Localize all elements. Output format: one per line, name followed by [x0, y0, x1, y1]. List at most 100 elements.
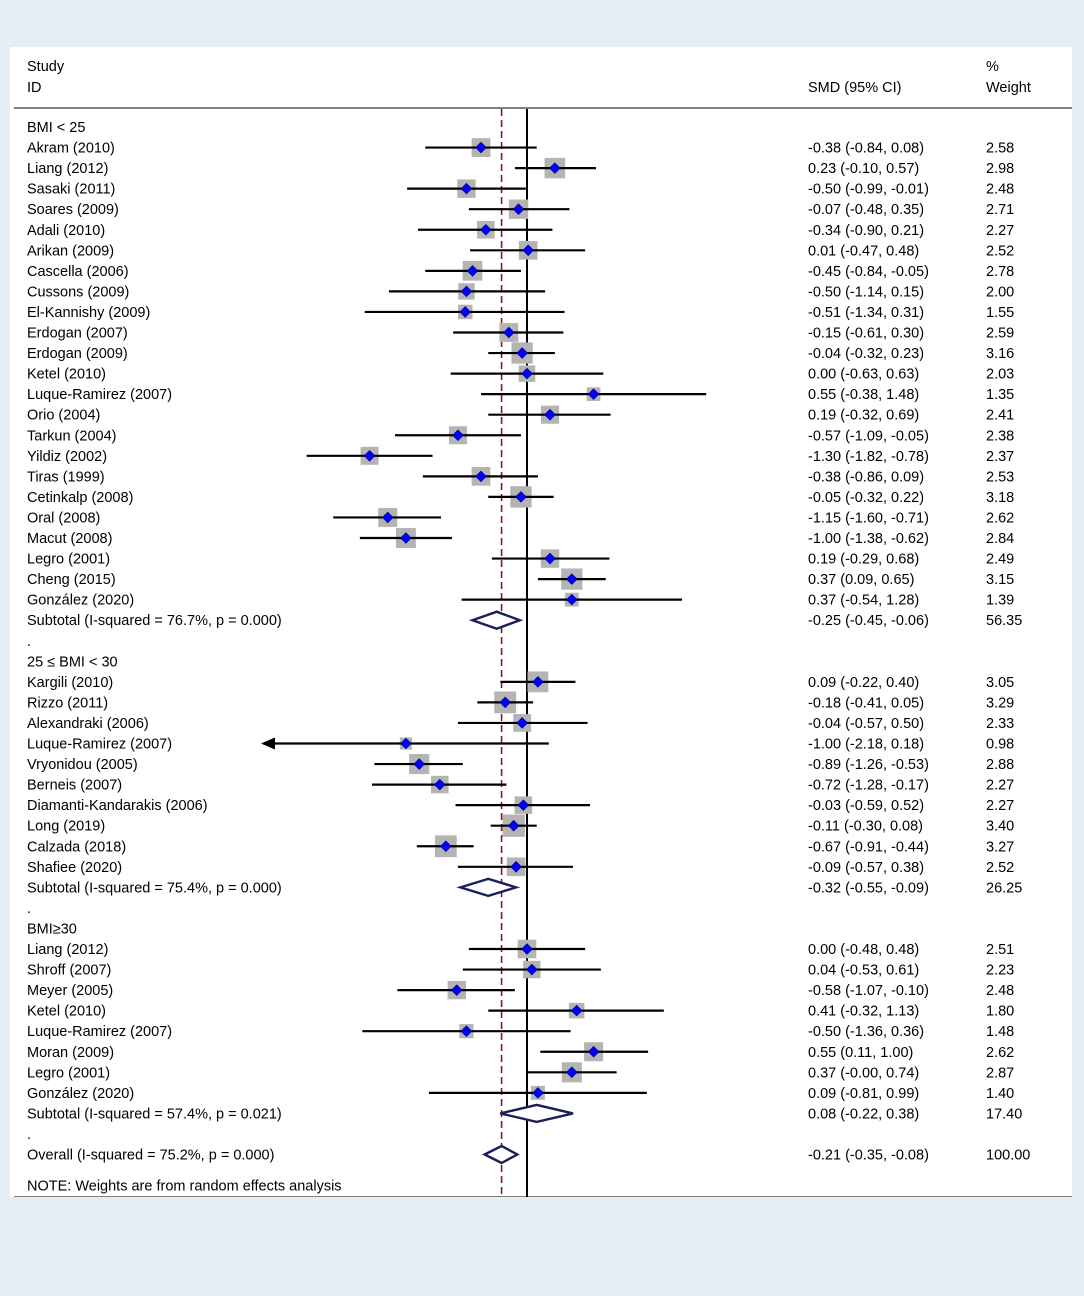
forest-row-study: Cheng (2015) 0.37 (0.09, 0.65) 3.15 [27, 568, 1014, 590]
ci-text: -1.00 (-2.18, 0.18) [808, 737, 924, 753]
ci-text: -0.57 (-1.09, -0.05) [808, 428, 929, 444]
subtotal-diamond [456, 877, 521, 898]
point-estimate [522, 244, 534, 257]
row-label: Tiras (1999) [27, 469, 105, 485]
weight-value: 2.52 [986, 860, 1014, 876]
forest-row-study: Cetinkalp (2008) -0.05 (-0.32, 0.22) 3.18 [27, 486, 1014, 508]
row-label: Cussons (2009) [27, 284, 129, 300]
weight-value: 2.33 [986, 716, 1014, 732]
weight-value: 2.78 [986, 264, 1014, 280]
forest-row-group: BMI≥30 [27, 921, 77, 937]
ci-text: 0.00 (-0.48, 0.48) [808, 942, 919, 958]
point-estimate [475, 141, 487, 154]
forest-row-study: Akram (2010) -0.38 (-0.84, 0.08) 2.58 [27, 138, 1014, 157]
weight-value: 2.03 [986, 367, 1014, 383]
ci-text: -0.09 (-0.57, 0.38) [808, 860, 924, 876]
row-label: 25 ≤ BMI < 30 [27, 654, 118, 670]
weight-value: 2.49 [986, 552, 1014, 568]
forest-row-study: Legro (2001) 0.19 (-0.29, 0.68) 2.49 [27, 549, 1014, 568]
weight-value: 2.53 [986, 469, 1014, 485]
forest-row-study: Sasaki (2011) -0.50 (-0.99, -0.01) 2.48 [27, 179, 1014, 198]
row-label: Shroff (2007) [27, 963, 111, 979]
forest-row-study: Arikan (2009) 0.01 (-0.47, 0.48) 2.52 [27, 241, 1014, 260]
ci-text: -1.00 (-1.38, -0.62) [808, 531, 929, 547]
weight-value: 2.87 [986, 1065, 1014, 1081]
row-label: Long (2019) [27, 819, 105, 835]
ci-text: -0.07 (-0.48, 0.35) [808, 202, 924, 218]
weight-value: 26.25 [986, 880, 1022, 896]
row-label: Orio (2004) [27, 408, 100, 424]
weight-value: 2.38 [986, 428, 1014, 444]
overall-diamond [481, 1144, 520, 1165]
forest-row-study: Liang (2012) 0.00 (-0.48, 0.48) 2.51 [27, 939, 1014, 959]
ci-text: 0.08 (-0.22, 0.38) [808, 1106, 919, 1122]
forest-row-study: Legro (2001) 0.37 (-0.00, 0.74) 2.87 [27, 1062, 1014, 1083]
forest-row-study: Luque-Ramirez (2007) -1.00 (-2.18, 0.18) 0… [27, 737, 1014, 753]
row-label: Alexandraki (2006) [27, 716, 149, 732]
forest-row-subtotal: Subtotal (I-squared = 57.4%, p = 0.021) 0… [27, 1103, 1022, 1124]
forest-row-study: Yildiz (2002) -1.30 (-1.82, -0.78) 2.37 [27, 446, 1014, 465]
weight-value: 2.48 [986, 983, 1014, 999]
ci-text: -0.38 (-0.84, 0.08) [808, 141, 924, 157]
row-label: Tarkun (2004) [27, 428, 116, 444]
point-estimate [516, 717, 528, 729]
ci-text: -0.89 (-1.26, -0.53) [808, 757, 929, 773]
forest-row-study: Vryonidou (2005) -0.89 (-1.26, -0.53) 2.88 [27, 754, 1014, 775]
ci-text: -1.30 (-1.82, -0.78) [808, 449, 929, 465]
ci-text: -1.15 (-1.60, -0.71) [808, 510, 929, 526]
row-label: Luque-Ramirez (2007) [27, 387, 172, 403]
ci-text: 0.23 (-0.10, 0.57) [808, 161, 919, 177]
forest-row-study: Shafiee (2020) -0.09 (-0.57, 0.38) 2.52 [27, 857, 1014, 877]
row-label: Luque-Ramirez (2007) [27, 1024, 172, 1040]
ci-text: -0.50 (-1.36, 0.36) [808, 1024, 924, 1040]
row-label: Adali (2010) [27, 223, 105, 239]
point-estimate [521, 943, 533, 955]
point-estimate [507, 819, 520, 832]
forest-row-study: Luque-Ramirez (2007) 0.55 (-0.38, 1.48) 1.… [27, 387, 1014, 403]
weight-value: 3.40 [986, 819, 1014, 835]
rows-layer: BMI < 25 Akram (2010) -0.38 (-0.84, 0.08) 2… [27, 109, 1030, 1197]
point-estimate [503, 326, 515, 339]
weight-value: 2.62 [986, 510, 1014, 526]
weight-value: 2.37 [986, 449, 1014, 465]
forest-row-study: Orio (2004) 0.19 (-0.32, 0.69) 2.41 [27, 405, 1014, 424]
ci-text: 0.09 (-0.22, 0.40) [808, 675, 919, 691]
point-estimate [517, 799, 530, 811]
ci-text: -0.51 (-1.34, 0.31) [808, 305, 924, 321]
forest-row-study: Adali (2010) -0.34 (-0.90, 0.21) 2.27 [27, 220, 1014, 239]
forest-row-study: González (2020) 0.09 (-0.81, 0.99) 1.40 [27, 1086, 1014, 1102]
ci-text: 0.37 (-0.00, 0.74) [808, 1065, 919, 1081]
row-label: BMI≥30 [27, 921, 77, 937]
ci-text: 0.41 (-0.32, 1.13) [808, 1004, 919, 1020]
point-estimate [460, 285, 473, 298]
weight-value: 3.15 [986, 572, 1014, 588]
point-estimate [363, 450, 376, 462]
row-label: . [27, 634, 31, 650]
point-estimate [475, 470, 487, 483]
subtotal-diamond [500, 1103, 574, 1124]
weight-value: 1.40 [986, 1086, 1014, 1102]
forest-row-study: Berneis (2007) -0.72 (-1.28, -0.17) 2.27 [27, 775, 1014, 794]
forest-row-subtotal: Subtotal (I-squared = 75.4%, p = 0.000) -… [27, 877, 1022, 898]
weight-value: 3.29 [986, 695, 1014, 711]
forest-row-group: BMI < 25 [27, 120, 85, 136]
forest-row-spacer: . [27, 901, 31, 917]
forest-row-study: Cussons (2009) -0.50 (-1.14, 0.15) 2.00 [27, 283, 1014, 300]
weight-value: 2.62 [986, 1045, 1014, 1061]
row-label: Meyer (2005) [27, 983, 113, 999]
point-estimate [400, 532, 412, 544]
point-estimate [587, 1045, 600, 1058]
forest-plot: Study ID SMD (95% CI) % Weight BMI < 25 A… [14, 59, 1072, 1197]
point-estimate [566, 593, 578, 606]
ci-arrow-left [261, 737, 275, 750]
weight-value: 17.40 [986, 1106, 1022, 1122]
point-estimate [515, 491, 527, 503]
point-estimate [587, 388, 600, 400]
weight-value: 2.48 [986, 182, 1014, 198]
ci-text: 0.19 (-0.32, 0.69) [808, 408, 919, 424]
forest-row-study: Ketel (2010) 0.41 (-0.32, 1.13) 1.80 [27, 1002, 1014, 1020]
forest-row-study: Macut (2008) -1.00 (-1.38, -0.62) 2.84 [27, 528, 1014, 548]
forest-row-study: Shroff (2007) 0.04 (-0.53, 0.61) 2.23 [27, 960, 1014, 979]
ci-text: -0.58 (-1.07, -0.10) [808, 983, 929, 999]
forest-row-spacer: . [27, 634, 31, 650]
